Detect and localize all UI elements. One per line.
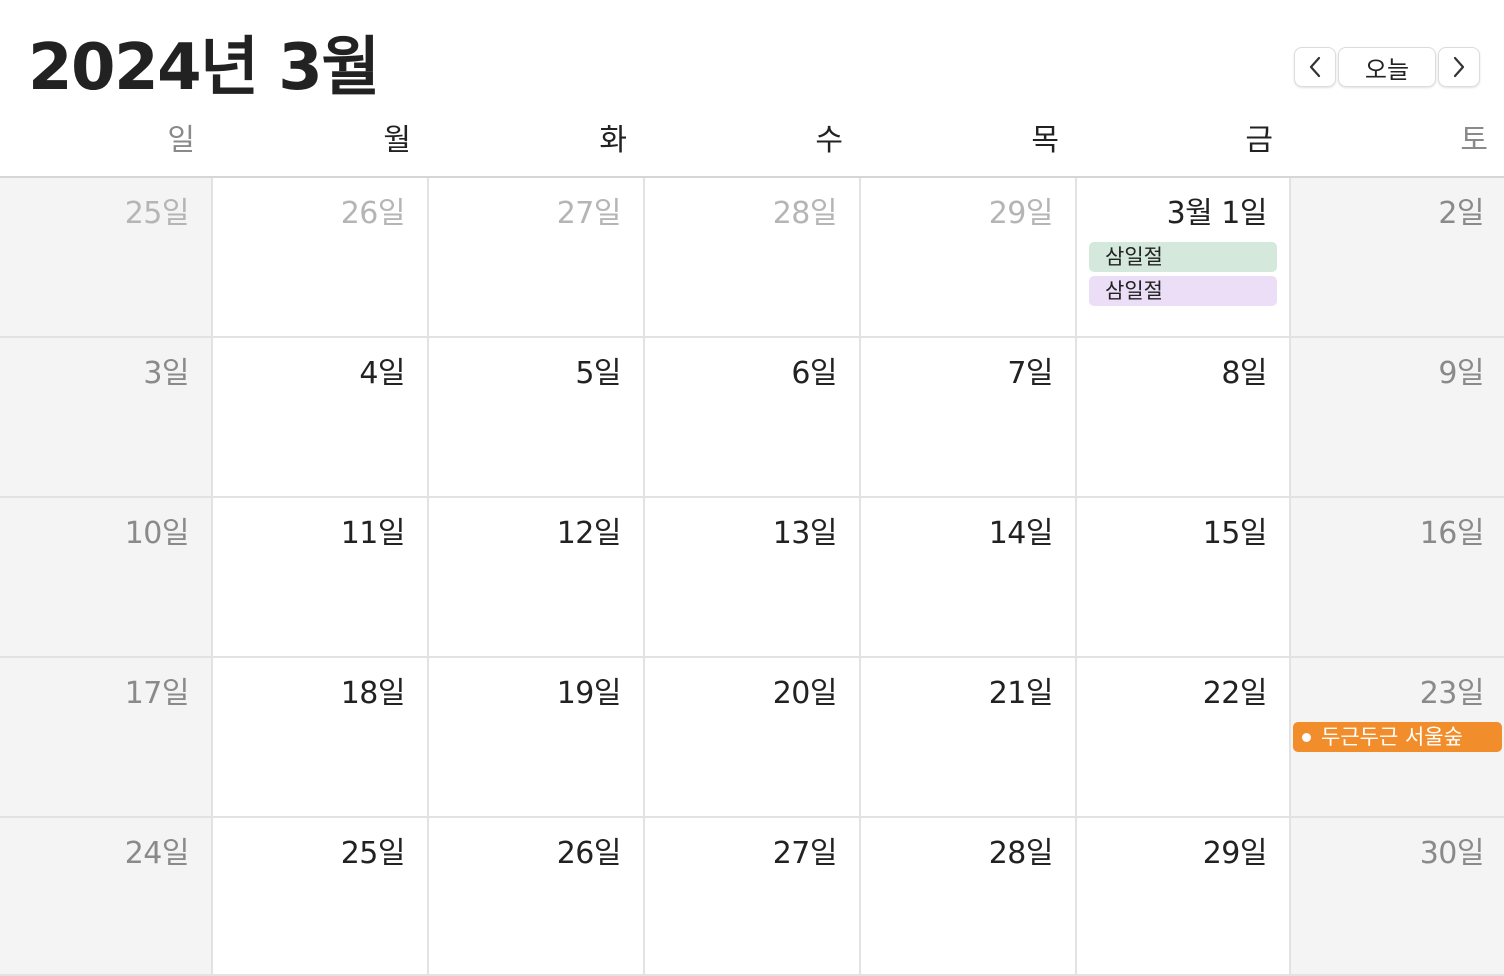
day-cell[interactable]: 27일 [429,178,645,338]
day-cell[interactable]: 3일 [0,338,213,498]
day-number: 23일 [1419,676,1485,711]
day-number: 13일 [772,516,838,551]
day-cell[interactable]: 20일 [645,658,861,818]
month-grid: 25일 26일 27일 28일 29일 3월 1일 삼일절 삼일절 2일 3일 4일 5일 6일 7일 8일… [0,176,1504,976]
day-number: 14일 [988,516,1054,551]
calendar-event[interactable]: 삼일절 [1089,242,1277,272]
event-dot-icon [1302,733,1311,742]
event-title: 삼일절 [1105,279,1163,303]
calendar-nav: 오늘 [1294,47,1480,87]
day-number: 21일 [988,676,1054,711]
day-number: 30일 [1419,836,1485,871]
weekday-tuesday: 화 [599,123,627,158]
day-cell[interactable]: 10일 [0,498,213,658]
day-cell[interactable]: 8일 [1077,338,1291,498]
day-number: 16일 [1419,516,1485,551]
day-number: 28일 [988,836,1054,871]
day-cell[interactable]: 17일 [0,658,213,818]
day-cell[interactable]: 26일 [213,178,429,338]
prev-month-button[interactable] [1294,47,1336,87]
event-title: 두근두근 서울숲 [1321,725,1463,749]
calendar-event[interactable]: 두근두근 서울숲 [1293,722,1502,752]
chevron-right-icon [1453,56,1465,78]
day-number: 5일 [575,356,621,391]
weekday-saturday: 토 [1460,123,1488,158]
day-cell[interactable]: 19일 [429,658,645,818]
next-month-button[interactable] [1438,47,1480,87]
day-number: 17일 [124,676,190,711]
day-cell[interactable]: 27일 [645,818,861,976]
day-cell[interactable]: 2일 [1291,178,1504,338]
day-cell[interactable]: 28일 [861,818,1077,976]
day-cell[interactable]: 24일 [0,818,213,976]
day-cell[interactable]: 25일 [213,818,429,976]
day-number: 22일 [1202,676,1268,711]
day-cell[interactable]: 25일 [0,178,213,338]
day-number: 3일 [143,356,189,391]
day-number: 29일 [1202,836,1268,871]
day-cell[interactable]: 16일 [1291,498,1504,658]
day-cell[interactable]: 15일 [1077,498,1291,658]
day-cell[interactable]: 7일 [861,338,1077,498]
day-number: 19일 [556,676,622,711]
day-cell[interactable]: 21일 [861,658,1077,818]
day-number: 3월 1일 [1166,196,1268,231]
day-number: 27일 [772,836,838,871]
day-number: 28일 [772,196,838,231]
day-cell[interactable]: 29일 [861,178,1077,338]
day-number: 25일 [124,196,190,231]
day-number: 29일 [988,196,1054,231]
day-number: 7일 [1007,356,1053,391]
day-number: 15일 [1202,516,1268,551]
month-title: 2024년 3월 [28,31,380,105]
day-number: 10일 [124,516,190,551]
day-cell[interactable]: 3월 1일 삼일절 삼일절 [1077,178,1291,338]
calendar-event[interactable]: 삼일절 [1089,276,1277,306]
day-cell[interactable]: 14일 [861,498,1077,658]
day-number: 12일 [556,516,622,551]
event-title: 삼일절 [1105,245,1163,269]
weekday-monday: 월 [383,123,411,158]
day-cell[interactable]: 6일 [645,338,861,498]
chevron-left-icon [1309,56,1321,78]
day-number: 2일 [1438,196,1484,231]
weekday-wednesday: 수 [815,123,843,158]
day-number: 26일 [340,196,406,231]
day-cell[interactable]: 30일 [1291,818,1504,976]
day-cell[interactable]: 5일 [429,338,645,498]
day-number: 24일 [124,836,190,871]
day-cell[interactable]: 13일 [645,498,861,658]
day-number: 26일 [556,836,622,871]
day-cell[interactable]: 26일 [429,818,645,976]
day-number: 27일 [556,196,622,231]
weekday-header: 일 월 화 수 목 금 토 [0,120,1504,176]
day-number: 8일 [1221,356,1267,391]
day-number: 6일 [791,356,837,391]
day-number: 11일 [340,516,406,551]
day-cell[interactable]: 22일 [1077,658,1291,818]
weekday-friday: 금 [1245,123,1273,158]
today-button[interactable]: 오늘 [1338,47,1436,87]
day-number: 18일 [340,676,406,711]
day-number: 4일 [359,356,405,391]
day-cell[interactable]: 29일 [1077,818,1291,976]
day-cell[interactable]: 9일 [1291,338,1504,498]
day-cell[interactable]: 11일 [213,498,429,658]
weekday-sunday: 일 [167,123,195,158]
day-cell[interactable]: 18일 [213,658,429,818]
day-cell[interactable]: 28일 [645,178,861,338]
day-cell[interactable]: 12일 [429,498,645,658]
day-cell[interactable]: 4일 [213,338,429,498]
day-number: 25일 [340,836,406,871]
weekday-thursday: 목 [1031,123,1059,158]
day-number: 9일 [1438,356,1484,391]
day-number: 20일 [772,676,838,711]
